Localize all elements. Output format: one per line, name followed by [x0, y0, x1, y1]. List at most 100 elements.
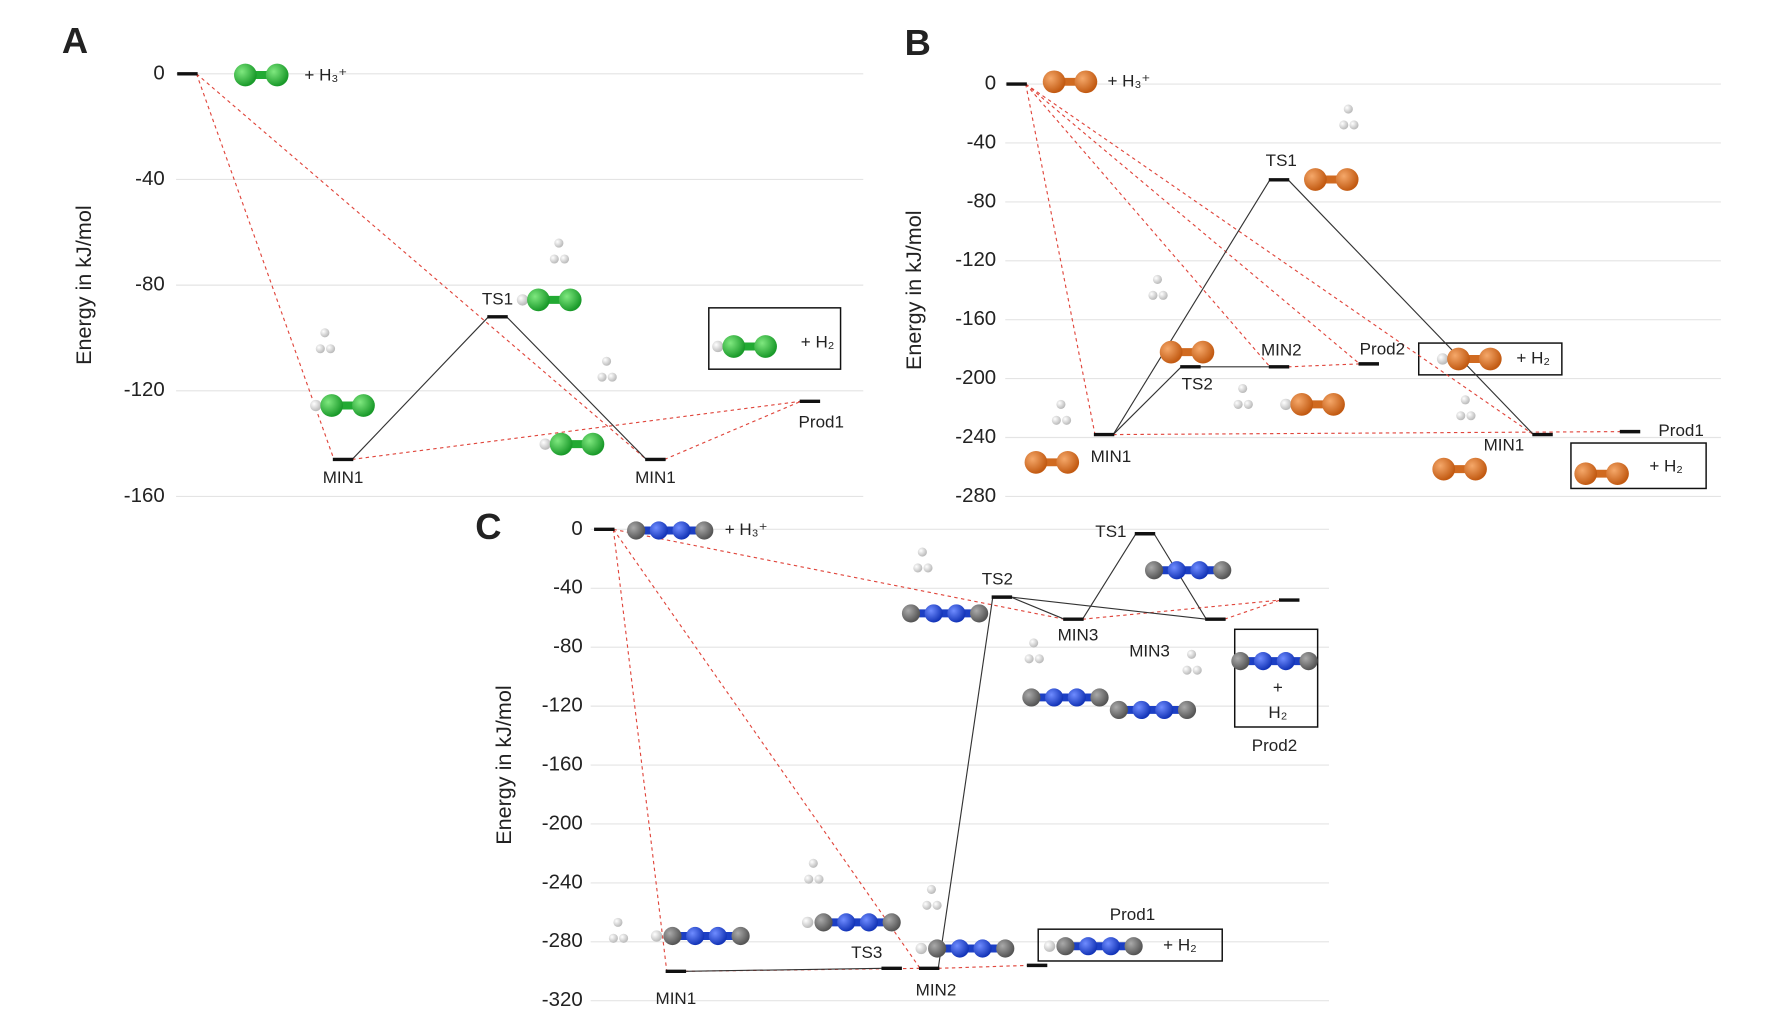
atom — [1213, 561, 1232, 580]
atom — [1124, 937, 1143, 956]
y-tick-label: -280 — [955, 484, 996, 507]
molecule — [712, 335, 777, 358]
atom — [754, 335, 777, 358]
pathway-line — [506, 316, 647, 460]
level-label: Prod1 — [1658, 421, 1703, 440]
atom — [859, 913, 879, 932]
atom — [1335, 168, 1359, 191]
hydrogen — [607, 372, 617, 382]
atom — [1167, 561, 1186, 580]
hydrogen — [1233, 399, 1243, 409]
hydrogen — [1349, 120, 1359, 130]
level-label: MIN1 — [323, 468, 364, 487]
level-label: Prod2 — [1360, 340, 1405, 359]
dashed-pathway — [1025, 83, 1534, 436]
atom — [1231, 652, 1250, 671]
hydrogen — [597, 372, 607, 382]
hydrogen — [932, 900, 942, 910]
hydrogen — [1158, 290, 1168, 300]
atom — [1322, 393, 1345, 416]
dashed-pathway — [1025, 83, 1096, 435]
y-tick-label: -200 — [955, 366, 996, 389]
pathway-line — [351, 316, 489, 460]
dashed-pathway — [1224, 599, 1281, 620]
hydrogen — [613, 917, 623, 927]
dashed-pathway — [1113, 431, 1621, 436]
atom — [539, 438, 551, 450]
y-axis-label: Energy in kJ/mol — [71, 205, 96, 365]
product-box — [1417, 342, 1563, 376]
atom — [1304, 168, 1327, 191]
molecule — [1159, 340, 1215, 364]
hydrogen — [804, 874, 814, 884]
level-label: MIN1 — [656, 989, 697, 1008]
atom — [1606, 462, 1629, 486]
atom — [310, 399, 322, 412]
atom — [973, 939, 992, 958]
annotation: + H₃⁺ — [725, 520, 768, 539]
panel-label: B — [905, 22, 931, 63]
atom — [1280, 398, 1292, 411]
atom — [928, 939, 947, 958]
pathway-line — [937, 597, 994, 969]
molecule — [901, 604, 989, 623]
dashed-pathway — [1288, 363, 1360, 368]
atom — [1144, 561, 1164, 580]
atom — [549, 432, 573, 456]
level-label: MIN2 — [916, 981, 957, 1000]
atom — [801, 916, 814, 929]
hydrogen — [1243, 399, 1253, 409]
hydrogen — [602, 356, 612, 366]
dashed-pathway — [1025, 83, 1271, 368]
atom — [712, 340, 724, 353]
atom — [1043, 940, 1056, 952]
atom — [1478, 347, 1502, 371]
atom — [1074, 70, 1098, 94]
atom — [722, 335, 746, 358]
atom — [1447, 347, 1470, 371]
molecule — [1042, 70, 1098, 94]
atom — [1022, 688, 1041, 707]
product-box — [1233, 628, 1319, 728]
hydrogen — [1056, 399, 1066, 409]
dashed-pathway — [196, 73, 647, 460]
dashed-pathway — [938, 964, 1029, 969]
level-label: Prod1 — [1110, 905, 1155, 924]
pathway-line — [1010, 596, 1207, 620]
atom — [1109, 700, 1128, 720]
pathway-line — [1112, 179, 1271, 435]
y-tick-label: 0 — [985, 71, 996, 94]
y-tick-label: 0 — [153, 61, 164, 84]
hydrogen — [814, 874, 824, 884]
dashed-pathway — [1025, 83, 1361, 365]
y-tick-label: 0 — [571, 517, 582, 540]
molecule — [1574, 462, 1629, 486]
dashed-pathway — [352, 400, 801, 460]
hydrogen — [1238, 383, 1248, 394]
atom — [1436, 353, 1449, 365]
annotation: + H₃⁺ — [1108, 71, 1151, 90]
atom — [924, 604, 943, 623]
y-tick-label: -320 — [542, 988, 583, 1011]
pathway-line — [684, 967, 883, 972]
atom — [558, 288, 582, 312]
level-label: TS2 — [1182, 374, 1213, 393]
atom — [901, 604, 921, 623]
annotation: + H₂ — [1649, 456, 1683, 475]
level-label: TS1 — [1095, 522, 1126, 541]
atom — [1132, 700, 1151, 720]
atom — [1254, 652, 1273, 671]
y-tick-label: -120 — [542, 694, 583, 717]
atom — [996, 939, 1015, 958]
atom — [1056, 450, 1080, 474]
molecule — [1304, 168, 1359, 191]
dashed-pathway — [664, 400, 802, 460]
atom — [1464, 457, 1487, 481]
product-box — [1037, 928, 1223, 962]
product-box — [1570, 442, 1707, 490]
y-tick-label: -40 — [135, 167, 165, 190]
atom — [1177, 700, 1197, 720]
atom — [882, 913, 901, 932]
atom — [527, 288, 550, 312]
